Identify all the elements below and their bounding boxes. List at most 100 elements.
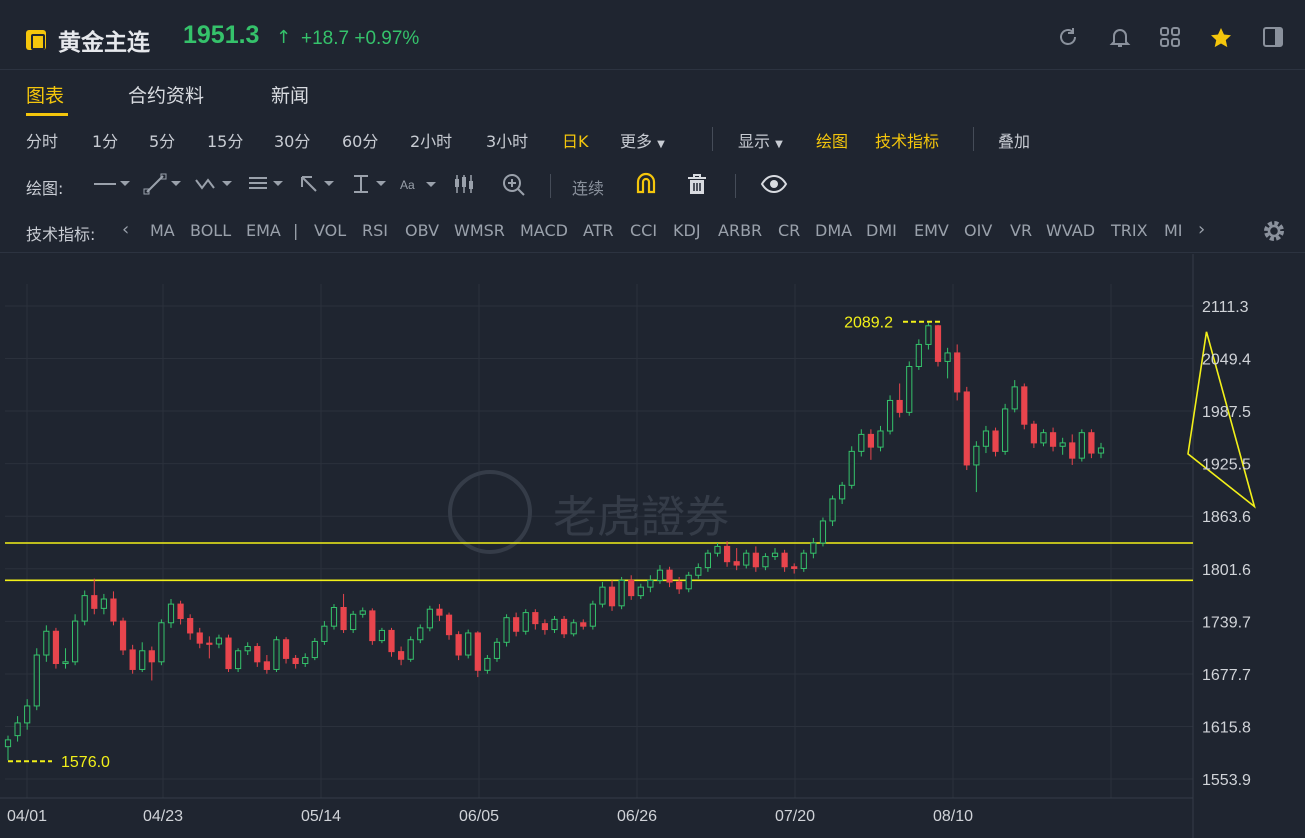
indicator-vol[interactable]: VOL <box>314 221 347 240</box>
triangle-pattern <box>1187 331 1256 509</box>
eye-icon[interactable] <box>760 174 788 198</box>
divider <box>712 127 713 151</box>
period-30min[interactable]: 30分 <box>274 132 311 151</box>
gear-icon[interactable] <box>1261 218 1287 248</box>
y-tick-label: 1615.8 <box>1202 719 1251 736</box>
bell-icon[interactable] <box>1107 26 1133 52</box>
magnet-icon[interactable] <box>634 172 658 200</box>
period-60min[interactable]: 60分 <box>342 132 379 151</box>
refresh-icon[interactable] <box>1055 26 1081 52</box>
tab-news[interactable]: 新闻 <box>271 85 310 107</box>
indicator-dma[interactable]: DMA <box>815 221 853 240</box>
indicator-atr[interactable]: ATR <box>583 221 614 240</box>
candle-body <box>541 623 549 631</box>
indicator-cr[interactable]: CR <box>778 221 801 240</box>
candle-body <box>292 657 299 665</box>
chevron-left-icon[interactable]: ‹ <box>122 219 130 240</box>
period-5min[interactable]: 5分 <box>149 132 176 151</box>
candle-body <box>858 433 865 452</box>
candle-body <box>282 639 290 659</box>
chevron-right-icon[interactable]: › <box>1198 219 1206 240</box>
candle-body <box>877 430 884 448</box>
indicator-rsi[interactable]: RSI <box>362 221 388 240</box>
indicator-cci[interactable]: CCI <box>630 221 658 240</box>
candle-body <box>944 352 951 362</box>
indicator-emv[interactable]: EMV <box>914 221 949 240</box>
candle-body <box>24 705 31 724</box>
candle-body <box>551 618 558 631</box>
zoom-icon[interactable] <box>502 173 526 201</box>
candle-body <box>369 610 376 642</box>
indicator-ma[interactable]: MA <box>150 221 175 240</box>
y-tick-label: 1677.7 <box>1202 667 1251 684</box>
drawing-toolbar: 绘图: Aa 连续 <box>0 164 1305 208</box>
overlay-button[interactable]: 叠加 <box>998 132 1031 151</box>
candle-body <box>1049 432 1057 447</box>
measure-tool-icon[interactable] <box>350 173 390 199</box>
candle-body <box>484 657 491 671</box>
candle-body <box>781 552 788 568</box>
indicator-oiv[interactable]: OIV <box>964 221 993 240</box>
candle-body <box>263 661 270 670</box>
fibonacci-tool-icon[interactable] <box>247 173 287 199</box>
candle-tool-icon[interactable] <box>452 173 476 199</box>
indicator-obv[interactable]: OBV <box>405 221 440 240</box>
trendline-tool-icon[interactable] <box>143 172 183 200</box>
period-timeshare[interactable]: 分时 <box>26 132 59 151</box>
candle-body <box>1040 432 1047 444</box>
candle-body <box>474 632 481 671</box>
candle-body <box>196 632 203 644</box>
trash-icon[interactable] <box>685 172 709 200</box>
wave-tool-icon[interactable] <box>194 172 234 200</box>
candle-body <box>771 552 779 558</box>
star-icon[interactable] <box>1208 26 1234 52</box>
indicator-dmi[interactable]: DMI <box>866 221 897 240</box>
candle-body <box>666 569 673 583</box>
panel-toggle-icon[interactable] <box>1260 26 1286 52</box>
candle-body <box>1069 442 1076 459</box>
candle-body <box>14 722 21 737</box>
continuous-toggle[interactable]: 连续 <box>572 179 605 198</box>
indicator-vr[interactable]: VR <box>1010 221 1033 240</box>
period-more-dropdown[interactable]: 更多 ▼ <box>620 128 665 152</box>
candlestick-chart[interactable]: 老虎證券 2089.2 1576.0 2111.3 2049.4 1987.5 1925.5… <box>0 254 1305 838</box>
period-daily[interactable]: 日K <box>562 132 589 151</box>
indicator-arbr[interactable]: ARBR <box>718 221 763 240</box>
candle-body <box>886 399 894 432</box>
candle-body <box>762 556 769 568</box>
grid-icon[interactable] <box>1157 26 1183 52</box>
indicator-kdj[interactable]: KDJ <box>673 221 701 240</box>
period-3hour[interactable]: 3小时 <box>486 132 529 151</box>
candle-body <box>800 552 807 569</box>
period-2hour[interactable]: 2小时 <box>410 132 453 151</box>
candle-body <box>867 433 874 448</box>
indicator-mi[interactable]: MI <box>1164 221 1183 240</box>
indicator-macd[interactable]: MACD <box>520 221 568 240</box>
candle-body <box>839 484 846 500</box>
tab-chart[interactable]: 图表 <box>26 85 65 107</box>
candle-body <box>704 552 712 569</box>
tab-contract-info[interactable]: 合约资料 <box>128 85 205 107</box>
indicator-wvad[interactable]: WVAD <box>1046 221 1096 240</box>
text-tool-icon[interactable]: Aa <box>400 176 440 198</box>
period-1min[interactable]: 1分 <box>92 132 119 151</box>
indicators-button[interactable]: 技术指标 <box>875 132 940 151</box>
arrow-tool-icon[interactable] <box>298 173 338 199</box>
drawing-label: 绘图: <box>26 179 64 198</box>
period-15min[interactable]: 15分 <box>207 132 244 151</box>
indicator-wmsr[interactable]: WMSR <box>454 221 505 240</box>
candle-body <box>445 614 453 636</box>
candle-body <box>685 574 692 590</box>
display-dropdown[interactable]: 显示 ▼ <box>738 128 783 152</box>
indicator-boll[interactable]: BOLL <box>190 221 232 240</box>
draw-button[interactable]: 绘图 <box>816 132 849 151</box>
divider <box>973 127 974 151</box>
line-tool-icon[interactable] <box>92 173 132 199</box>
candle-body <box>570 622 577 635</box>
watermark-logo-icon <box>448 470 532 554</box>
chart-svg[interactable]: 老虎證券 2089.2 1576.0 2111.3 2049.4 1987.5 1925.5… <box>0 254 1305 838</box>
candle-body <box>81 595 88 622</box>
divider <box>550 174 551 198</box>
indicator-ema[interactable]: EMA <box>246 221 281 240</box>
indicator-trix[interactable]: TRIX <box>1111 221 1148 240</box>
